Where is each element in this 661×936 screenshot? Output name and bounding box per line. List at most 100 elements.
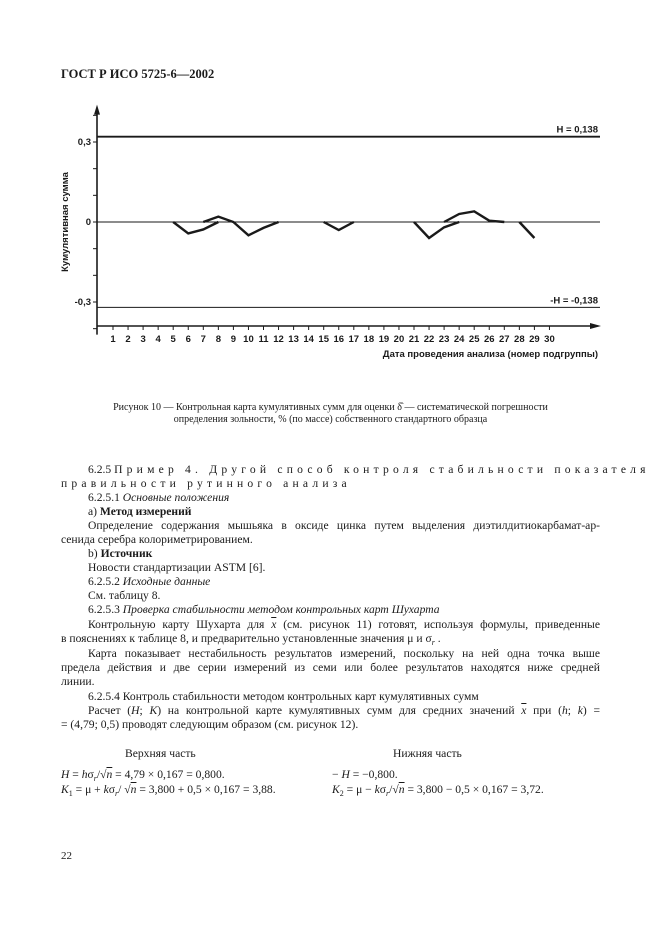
x-tick-label: 19 — [379, 334, 390, 345]
text-run: Расчет ( — [88, 704, 132, 717]
text-run: = — [69, 768, 82, 781]
cusum-series-segment — [413, 220, 460, 240]
text-run: 6.2.5.1 — [88, 491, 123, 504]
y-tick-label: 0 — [86, 217, 91, 228]
text-run: Основные положения — [122, 491, 230, 504]
text-line: Определение содержания мышьяка в оксиде … — [61, 519, 600, 533]
x-tick-label: 5 — [171, 334, 177, 345]
control-limit-label: -H = -0,138 — [550, 295, 598, 306]
figure-caption: Рисунок 10 — Контрольная карта кумулятив… — [61, 402, 600, 426]
text-line: = (4,79; 0,5) проводят следующим образом… — [61, 718, 600, 732]
page-number: 22 — [61, 850, 72, 862]
text-run: = 3,800 + 0,5 × 0,167 = 3,88. — [136, 783, 276, 796]
x-tick-label: 2 — [125, 334, 130, 345]
x-tick-label: 16 — [333, 334, 344, 345]
text-run: /√ — [389, 783, 399, 796]
lower-part-title: Нижняя часть — [393, 747, 462, 760]
text-run: 6.2.5.4 Контроль стабильности методом ко… — [88, 690, 479, 703]
x-tick-label: 15 — [318, 334, 329, 345]
text-run: H — [131, 704, 140, 717]
text-run: h — [561, 704, 568, 717]
text-run: сенида серебра колориметрированием. — [61, 533, 253, 546]
x-axis-label: Дата проведения анализа (номер подгруппы… — [383, 349, 598, 360]
caption-line-2: определения зольности, % (по массе) собс… — [173, 414, 488, 425]
x-tick-label: 14 — [303, 334, 314, 345]
text-run: Пример 4. Другой способ контроля стабиль… — [114, 463, 650, 476]
text-line: линии. — [61, 675, 600, 689]
text-run: h — [81, 768, 88, 781]
x-tick-label: 24 — [454, 334, 465, 345]
text-line: в пояснениях к таблице 8, и предваритель… — [61, 632, 600, 647]
text-run: k — [577, 704, 583, 717]
x-tick-label: 9 — [231, 334, 236, 345]
x-tick-label: 7 — [201, 334, 206, 345]
text-run: n — [106, 768, 113, 781]
text-run: 1 — [68, 789, 73, 798]
text-run: Проверка стабильности методом контрольны… — [122, 603, 440, 616]
y-axis-arrow — [94, 104, 100, 115]
text-run: − — [332, 768, 342, 781]
x-tick-label: 30 — [544, 334, 555, 345]
text-line: 6.2.5.1 Основные положения — [61, 491, 600, 505]
text-run: K — [61, 783, 69, 796]
text-line: 6.2.5.2 Исходные данные — [61, 575, 600, 589]
text-line: предела действия и две серии измерений и… — [61, 661, 600, 675]
x-tick-label: 20 — [394, 334, 405, 345]
text-line: Новости стандартизации ASTM [6]. — [61, 561, 600, 575]
x-tick-label: 18 — [364, 334, 375, 345]
text-line: Контрольную карту Шухарта для x (см. рис… — [61, 618, 600, 632]
text-run: = (4,79; 0,5) проводят следующим образом… — [61, 718, 359, 731]
text-run: = μ + — [72, 783, 104, 796]
x-tick-label: 13 — [288, 334, 299, 345]
x-tick-label: 29 — [529, 334, 540, 345]
text-run: H — [61, 768, 70, 781]
y-tick-label: 0,3 — [78, 137, 91, 148]
text-line: b) Источник — [61, 547, 600, 561]
text-run: при ( — [526, 704, 562, 717]
text-run: r — [115, 789, 119, 798]
text-run: ) на контрольной карте кумулятивных сумм… — [157, 704, 522, 717]
x-tick-label: 17 — [349, 334, 360, 345]
text-run: k — [374, 783, 380, 796]
upper-formula: K1 = μ + kσr/ √n = 3,800 + 0,5 × 0,167 =… — [61, 783, 276, 798]
x-tick-label: 1 — [110, 334, 116, 345]
x-tick-label: 27 — [499, 334, 510, 345]
cusum-series-segment — [202, 215, 279, 237]
y-axis-label: Кумулятивная сумма — [60, 171, 71, 272]
text-run: ) = — [582, 704, 600, 717]
x-tick-label: 6 — [186, 334, 191, 345]
text-run: (см. рисунок 11) готовят, используя форм… — [276, 618, 600, 631]
x-tick-label: 25 — [469, 334, 480, 345]
text-run: = −0,800. — [349, 768, 398, 781]
x-tick-label: 11 — [258, 334, 269, 345]
upper-formula: H = hσr/√n = 4,79 × 0,167 = 0,800. — [61, 768, 225, 783]
text-run: K — [149, 704, 158, 717]
text-run: в пояснениях к таблице 8, и предваритель… — [61, 632, 432, 645]
text-run: . — [434, 632, 441, 645]
lower-formula: K2 = μ − kσr/√n = 3,800 − 0,5 × 0,167 = … — [332, 783, 544, 798]
text-run: x — [521, 704, 527, 717]
x-tick-label: 21 — [409, 334, 420, 345]
text-run: r — [386, 789, 390, 798]
text-run: Определение содержания мышьяка в оксиде … — [88, 519, 600, 532]
x-axis-arrow — [590, 323, 601, 329]
text-run: = μ − — [343, 783, 375, 796]
cusum-series-segment — [323, 220, 355, 232]
text-run: Новости стандартизации ASTM [6]. — [88, 561, 266, 574]
y-tick-label: -0,3 — [75, 297, 91, 308]
text-run: 2 — [339, 789, 344, 798]
x-tick-label: 8 — [216, 334, 221, 345]
x-tick-label: 28 — [514, 334, 525, 345]
text-line: 6.2.5 Пример 4. Другой способ контроля с… — [61, 463, 645, 477]
text-run: 6.2.5 — [88, 463, 115, 476]
cusum-series-segment — [172, 220, 219, 235]
text-line: Расчет (H; K) на контрольной карте кумул… — [61, 704, 600, 718]
text-run: σ — [379, 783, 387, 796]
cusum-series-segment — [443, 210, 505, 224]
text-run: = 4,79 × 0,167 = 0,800. — [112, 768, 225, 781]
text-run: K — [332, 783, 340, 796]
x-tick-label: 4 — [156, 334, 162, 345]
x-tick-label: 23 — [439, 334, 450, 345]
text-run: предела действия и две серии измерений и… — [61, 661, 600, 674]
